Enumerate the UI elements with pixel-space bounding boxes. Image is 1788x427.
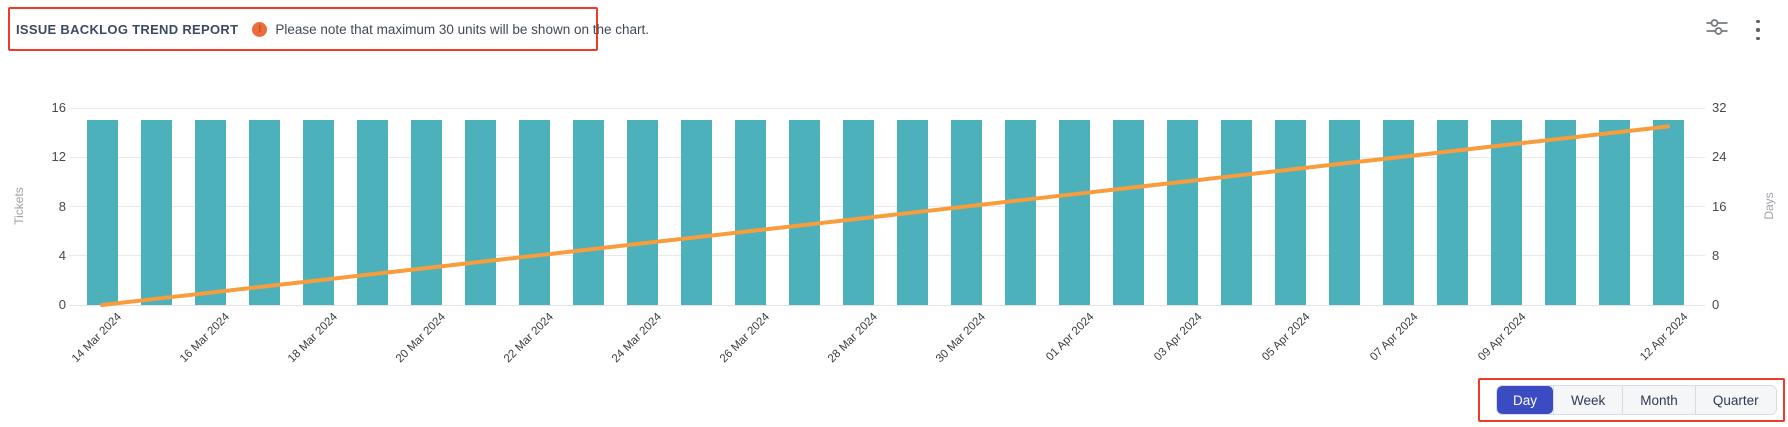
x-axis-date-label: 16 Mar 2024 — [178, 311, 233, 366]
x-axis-date-label: 07 Apr 2024 — [1368, 311, 1421, 364]
tickets-bar[interactable] — [140, 120, 172, 305]
tickets-bar[interactable] — [1166, 120, 1198, 305]
more-options-button[interactable] — [1750, 17, 1766, 43]
tickets-bar[interactable] — [464, 120, 496, 305]
tickets-axis-title: Tickets — [12, 187, 26, 225]
x-axis-date-label: 30 Mar 2024 — [934, 311, 989, 366]
x-axis-date-label: 26 Mar 2024 — [718, 311, 773, 366]
granularity-switcher: Day Week Month Quarter — [1496, 385, 1777, 415]
tickets-bar[interactable] — [518, 120, 550, 305]
tickets-bar[interactable] — [1652, 120, 1684, 305]
sliders-icon — [1705, 18, 1729, 40]
tickets-bar[interactable] — [842, 120, 874, 305]
y-right-tick-label: 32 — [1712, 100, 1727, 115]
x-axis-date-label: 20 Mar 2024 — [394, 311, 449, 366]
tickets-bar[interactable] — [788, 120, 820, 305]
x-axis-date-label: 12 Apr 2024 — [1638, 311, 1691, 364]
y-right-tick-label: 16 — [1712, 198, 1727, 214]
tickets-bar[interactable] — [1490, 120, 1522, 305]
tickets-bar[interactable] — [1004, 120, 1036, 305]
x-axis-date-label: 18 Mar 2024 — [286, 311, 341, 366]
gridline — [69, 107, 1705, 109]
x-axis-date-label: 22 Mar 2024 — [502, 311, 557, 366]
y-left-tick-label: 12 — [51, 149, 66, 165]
y-left-tick-label: 4 — [58, 247, 66, 263]
granularity-week-button[interactable]: Week — [1553, 386, 1622, 414]
gridline — [69, 255, 1705, 257]
tickets-bar[interactable] — [1544, 120, 1576, 305]
y-left-tick-label: 16 — [51, 100, 66, 115]
x-axis-date-label: 24 Mar 2024 — [610, 311, 665, 366]
x-axis-date-label: 03 Apr 2024 — [1152, 311, 1205, 364]
tickets-bar[interactable] — [680, 120, 712, 305]
y-left-tick-label: 0 — [58, 297, 66, 312]
tickets-bar[interactable] — [572, 120, 604, 305]
x-axis-date-label: 09 Apr 2024 — [1476, 311, 1529, 364]
granularity-day-button[interactable]: Day — [1497, 386, 1554, 414]
tickets-bar[interactable] — [950, 120, 982, 305]
tickets-bar[interactable] — [1382, 120, 1414, 305]
report-title: ISSUE BACKLOG TREND REPORT — [16, 21, 239, 37]
x-axis-date-label: 01 Apr 2024 — [1044, 311, 1097, 364]
tickets-bar[interactable] — [1112, 120, 1144, 305]
kebab-menu-icon — [1750, 19, 1766, 41]
gridline — [69, 304, 1705, 306]
annotation-box-header: ISSUE BACKLOG TREND REPORT ! Please note… — [8, 7, 649, 51]
chart-settings-button[interactable] — [1704, 16, 1730, 40]
tickets-bar[interactable] — [410, 120, 442, 305]
y-right-tick-label: 8 — [1712, 247, 1720, 263]
y-right-tick-label: 24 — [1712, 149, 1727, 165]
gridline — [69, 156, 1705, 158]
x-axis-date-label: 28 Mar 2024 — [826, 311, 881, 366]
tickets-bar[interactable] — [1058, 120, 1090, 305]
granularity-month-button[interactable]: Month — [1622, 386, 1695, 414]
days-trend-line — [100, 124, 1670, 307]
max-units-note: Please note that maximum 30 units will b… — [275, 21, 650, 37]
tickets-bar[interactable] — [248, 120, 280, 305]
tickets-bar[interactable] — [1220, 120, 1252, 305]
days-axis-title: Days — [1762, 192, 1776, 220]
granularity-quarter-button[interactable]: Quarter — [1694, 386, 1776, 414]
annotation-box-granularity — [1478, 378, 1785, 422]
tickets-bar[interactable] — [302, 120, 334, 305]
gridline — [69, 206, 1705, 207]
y-right-tick-label: 0 — [1712, 297, 1720, 312]
tickets-bar[interactable] — [1274, 120, 1306, 305]
tickets-bar[interactable] — [734, 120, 766, 305]
alert-circle-icon: ! — [252, 21, 268, 37]
tickets-bar[interactable] — [194, 120, 226, 305]
tickets-bar[interactable] — [86, 120, 118, 305]
x-axis-date-label: 14 Mar 2024 — [70, 311, 125, 366]
y-left-tick-label: 8 — [58, 198, 66, 214]
x-axis-date-label: 05 Apr 2024 — [1260, 311, 1313, 364]
chart-plot-area — [75, 108, 1695, 307]
tickets-bar[interactable] — [1328, 120, 1360, 305]
tickets-bar[interactable] — [626, 120, 658, 305]
tickets-bar[interactable] — [1598, 120, 1630, 305]
